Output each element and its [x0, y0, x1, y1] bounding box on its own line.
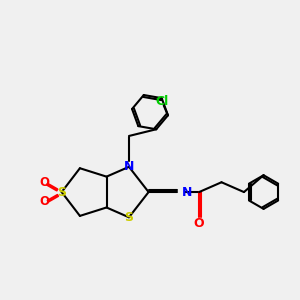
Text: O: O [40, 195, 50, 208]
Text: N: N [182, 186, 192, 199]
Text: O: O [194, 217, 204, 230]
Text: N: N [124, 160, 134, 173]
Text: Cl: Cl [156, 95, 169, 108]
Text: S: S [57, 186, 66, 199]
Text: S: S [124, 211, 134, 224]
Text: O: O [40, 176, 50, 189]
